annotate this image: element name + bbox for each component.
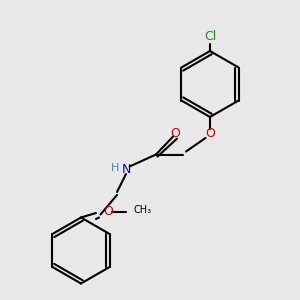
Text: CH₃: CH₃ <box>134 205 152 215</box>
Text: O: O <box>103 205 113 218</box>
Text: Cl: Cl <box>204 31 216 44</box>
Text: O: O <box>205 127 215 140</box>
Text: H: H <box>111 163 120 173</box>
Text: O: O <box>171 127 180 140</box>
Text: N: N <box>121 163 131 176</box>
